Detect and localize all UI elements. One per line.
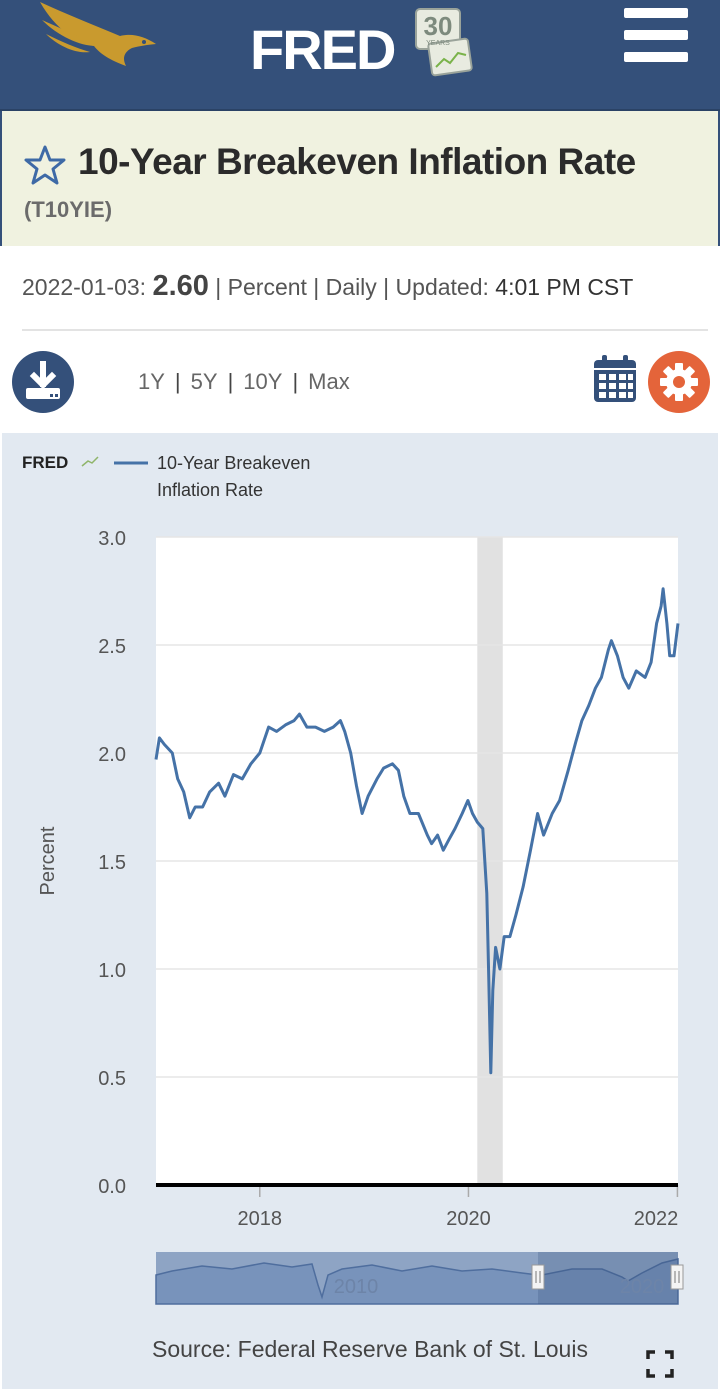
download-icon <box>26 361 60 399</box>
settings-button[interactable] <box>648 351 710 413</box>
y-tick-label: 1.5 <box>98 852 126 874</box>
range-1y[interactable]: 1Y <box>138 369 165 394</box>
eagle-logo-icon[interactable] <box>36 0 162 72</box>
series-id: (T10YIE) <box>24 197 113 222</box>
series-units-frequency: | Percent | Daily | Updated: <box>215 274 489 300</box>
navigator-left-handle[interactable] <box>531 1264 545 1290</box>
navigator-tick-2020: 2020 <box>620 1276 665 1298</box>
y-tick-label: 0.0 <box>98 1176 126 1198</box>
divider <box>22 329 708 331</box>
chart-panel: FRED 10-Year Breakeven Inflation Rate Pe… <box>2 433 718 1389</box>
download-button[interactable] <box>12 351 74 413</box>
y-tick-label: 1.0 <box>98 960 126 982</box>
range-10y[interactable]: 10Y <box>243 369 283 394</box>
y-axis-title: Percent <box>37 826 59 895</box>
legend-label: 10-Year Breakeven Inflation Rate <box>157 453 315 500</box>
source-text[interactable]: Source: Federal Reserve Bank of St. Loui… <box>152 1336 588 1362</box>
series-title-box: 10-Year Breakeven Inflation Rate (T10YIE… <box>0 111 720 246</box>
observation-value: 2.60 <box>152 270 209 302</box>
star-favorite-icon[interactable] <box>24 144 66 186</box>
y-tick-label: 2.5 <box>98 636 126 658</box>
fred-logo[interactable]: FRED <box>250 18 396 81</box>
x-tick-label: 2018 <box>238 1208 283 1230</box>
x-tick-label: 2022 <box>634 1208 679 1230</box>
range-max[interactable]: Max <box>308 369 350 394</box>
series-line-t10yie <box>154 587 680 1075</box>
line-chart: FRED 10-Year Breakeven Inflation Rate Pe… <box>22 453 684 1305</box>
calendar-icon[interactable] <box>592 354 638 404</box>
y-tick-label: 2.0 <box>98 744 126 766</box>
gear-icon <box>660 363 698 401</box>
hamburger-menu-icon[interactable] <box>624 8 690 64</box>
observation-date: 2022-01-03: <box>22 274 147 300</box>
page-title: 10-Year Breakeven Inflation Rate <box>78 141 636 182</box>
navigator-selection[interactable] <box>538 1252 678 1304</box>
series-info-row: 2022-01-03: 2.60 | Percent | Daily | Upd… <box>22 270 633 303</box>
date-range-selector: 1Y | 5Y | 10Y | Max <box>138 369 350 394</box>
thirty-years-badge-icon: 30 YEARS <box>415 8 473 77</box>
fullscreen-icon[interactable] <box>646 1350 674 1378</box>
navigator-tick-2010: 2010 <box>334 1276 379 1298</box>
range-5y[interactable]: 5Y <box>190 369 218 394</box>
y-tick-label: 0.5 <box>98 1068 126 1090</box>
range-navigator[interactable]: 2010 2020 <box>155 1252 684 1305</box>
anniversary-label: YEARS <box>426 40 450 47</box>
anniversary-number: 30 <box>424 11 453 41</box>
chart-fred-logo: FRED <box>22 453 68 472</box>
navigator-right-handle[interactable] <box>670 1264 684 1290</box>
x-tick-label: 2020 <box>446 1208 491 1230</box>
top-navigation-bar: FRED 30 YEARS <box>0 0 720 111</box>
updated-time: 4:01 PM CST <box>495 274 634 300</box>
y-tick-label: 3.0 <box>98 528 126 550</box>
